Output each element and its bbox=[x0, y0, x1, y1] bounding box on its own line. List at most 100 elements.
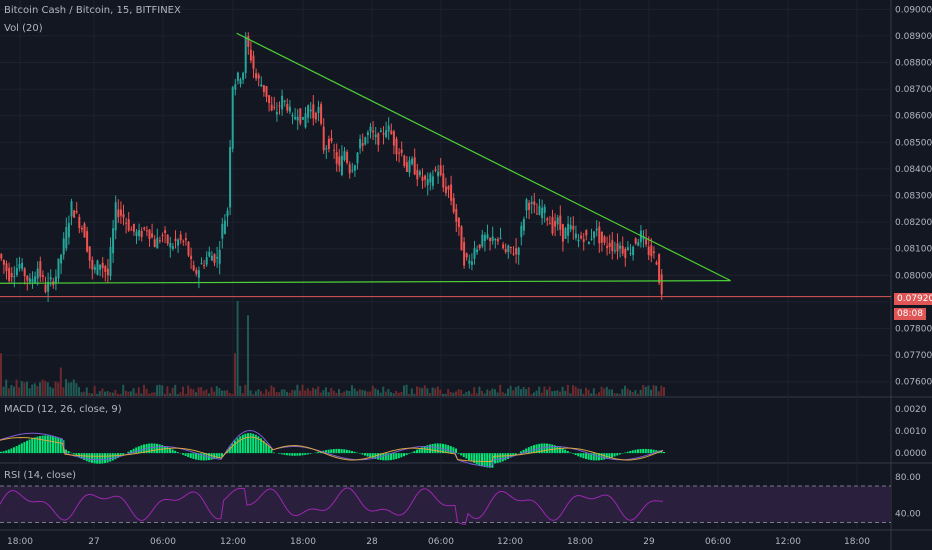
candle-body bbox=[346, 152, 349, 163]
volume-bar bbox=[626, 388, 629, 396]
candle-body bbox=[36, 268, 39, 279]
price-tick-label: 0.08200 bbox=[895, 218, 932, 228]
volume-bar bbox=[637, 393, 639, 396]
volume-bar bbox=[629, 390, 632, 396]
candle-body bbox=[41, 275, 44, 278]
volume-bar bbox=[439, 389, 442, 396]
candle-body bbox=[372, 130, 375, 133]
volume-bar bbox=[634, 390, 637, 396]
candle-body bbox=[476, 249, 479, 253]
macd-histogram-bar bbox=[270, 449, 273, 454]
macd-histogram-bar bbox=[93, 453, 96, 464]
volume-bar bbox=[158, 384, 161, 396]
macd-histogram-bar bbox=[592, 453, 595, 461]
macd-histogram-bar bbox=[231, 443, 234, 454]
candle-body bbox=[249, 49, 252, 61]
volume-bar bbox=[442, 393, 444, 396]
candle-body bbox=[153, 239, 156, 248]
volume-bar bbox=[613, 393, 616, 396]
candle-body bbox=[538, 205, 541, 215]
candle-body bbox=[418, 171, 421, 176]
volume-bar bbox=[652, 385, 655, 396]
macd-histogram-bar bbox=[455, 448, 457, 454]
candle-body bbox=[93, 267, 96, 270]
volume-bar bbox=[455, 391, 457, 396]
candle-body bbox=[533, 201, 536, 205]
macd-histogram-bar bbox=[548, 443, 551, 454]
candle-body bbox=[265, 86, 268, 97]
macd-histogram-bar bbox=[49, 435, 52, 454]
candle-body bbox=[109, 246, 112, 276]
macd-histogram-bar bbox=[408, 453, 411, 454]
volume-bar bbox=[234, 353, 236, 396]
candle-body bbox=[465, 253, 468, 258]
candle-body bbox=[247, 36, 250, 47]
time-tick-label: 18:00 bbox=[290, 537, 316, 547]
volume-bar bbox=[504, 393, 507, 396]
macd-histogram-bar bbox=[304, 453, 307, 455]
macd-histogram-bar bbox=[494, 453, 496, 464]
volume-bar bbox=[192, 389, 195, 396]
volume-bar bbox=[46, 382, 49, 396]
candle-body bbox=[268, 95, 271, 104]
volume-bar bbox=[377, 389, 379, 396]
macd-histogram-bar bbox=[111, 453, 114, 461]
macd-histogram-bar bbox=[91, 453, 93, 463]
candle-body bbox=[556, 217, 559, 225]
macd-tick-label: 0.0020 bbox=[895, 405, 927, 415]
trendlines[interactable] bbox=[0, 32, 891, 298]
macd-histogram-bar bbox=[163, 445, 166, 454]
volume-bar bbox=[551, 391, 554, 396]
volume-bar bbox=[561, 386, 564, 396]
volume-bar bbox=[52, 388, 54, 396]
volume-bar bbox=[348, 390, 351, 396]
volume-bar bbox=[314, 389, 317, 396]
volume-bar bbox=[244, 384, 247, 396]
volume-bar bbox=[15, 379, 18, 396]
candle-body bbox=[587, 242, 590, 244]
candle-body bbox=[450, 184, 453, 201]
macd-histogram-bar bbox=[564, 449, 567, 454]
macd-histogram-bar bbox=[137, 446, 140, 454]
volume-bar bbox=[340, 392, 343, 396]
candle-body bbox=[231, 87, 234, 149]
macd-histogram-bar bbox=[486, 453, 489, 468]
last-price-tag: 0.07920 bbox=[894, 293, 932, 305]
volume-bar bbox=[431, 387, 434, 396]
volume-bar bbox=[213, 391, 216, 396]
candle-body bbox=[325, 148, 328, 150]
time-tick-label: 18:00 bbox=[567, 537, 593, 547]
macd-histogram-bar bbox=[299, 453, 301, 456]
volume-bar bbox=[351, 385, 353, 396]
candle-body bbox=[182, 240, 185, 242]
macd-histogram-bar bbox=[416, 449, 418, 454]
candle-body bbox=[535, 213, 538, 215]
volume-bar bbox=[514, 387, 517, 396]
candle-body bbox=[236, 72, 239, 81]
candle-body bbox=[67, 223, 70, 238]
candle-body bbox=[242, 72, 245, 80]
macd-histogram-bar bbox=[195, 453, 197, 460]
volume-bar bbox=[174, 384, 177, 396]
volume-bar bbox=[119, 393, 122, 396]
candle-body bbox=[187, 241, 190, 256]
candle-body bbox=[626, 247, 629, 251]
candle-body bbox=[216, 257, 219, 259]
volume-bar bbox=[182, 386, 184, 396]
macd-histogram-bar bbox=[585, 453, 587, 460]
time-tick-label: 18:00 bbox=[7, 537, 33, 547]
macd-histogram-bar bbox=[106, 453, 109, 463]
macd-histogram-bar bbox=[377, 453, 379, 460]
rsi-pane bbox=[0, 485, 891, 525]
volume-bar bbox=[96, 393, 99, 396]
macd-histogram-bar bbox=[200, 453, 203, 461]
candle-body bbox=[320, 104, 323, 124]
candle-body bbox=[2, 260, 5, 265]
macd-histogram-bar bbox=[468, 453, 470, 461]
volume-bar bbox=[286, 391, 288, 396]
macd-histogram-bar bbox=[611, 453, 613, 458]
macd-histogram-bar bbox=[364, 453, 366, 456]
macd-histogram-bar bbox=[631, 450, 634, 454]
macd-histogram-bar bbox=[244, 433, 247, 454]
